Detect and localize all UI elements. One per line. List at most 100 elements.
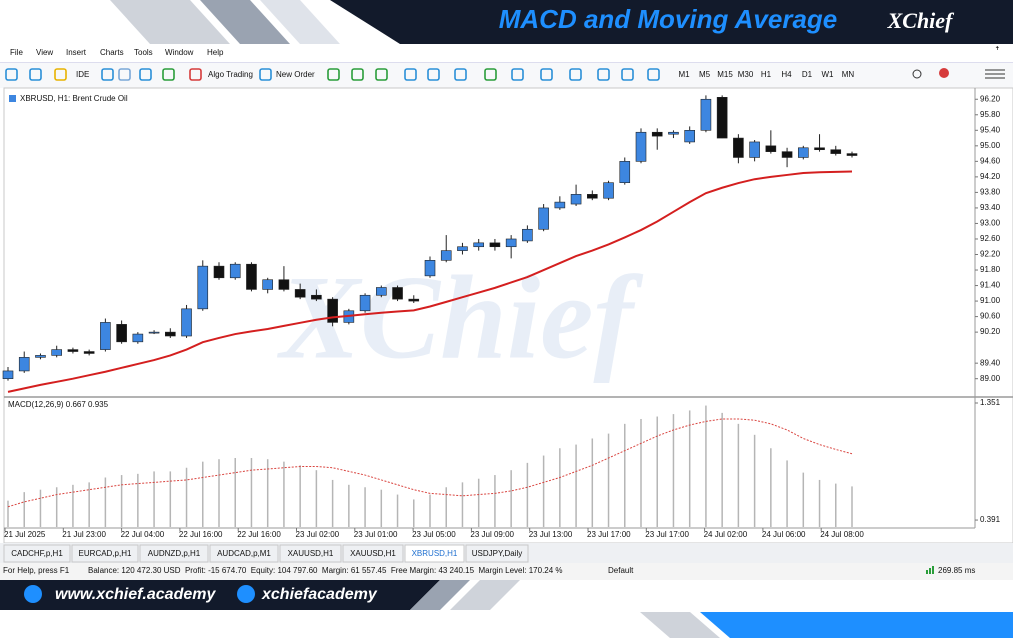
tab-label[interactable]: XAUUSD,H1 xyxy=(288,549,334,558)
menu-item[interactable]: Charts xyxy=(100,48,124,57)
candle-body xyxy=(181,308,192,337)
toolbar-icon[interactable] xyxy=(54,68,67,81)
toolbar-icon[interactable] xyxy=(375,68,388,81)
x-tick-label: 23 Jul 13:00 xyxy=(529,530,573,539)
toolbar-icon[interactable] xyxy=(404,68,417,81)
timeframe-button[interactable]: D1 xyxy=(802,70,813,79)
toolbar-icon[interactable] xyxy=(139,68,152,81)
candle-body xyxy=(35,355,46,358)
toolbar-icon[interactable] xyxy=(327,68,340,81)
timeframe-button[interactable]: M30 xyxy=(738,70,754,79)
toolbar-icon[interactable] xyxy=(101,68,114,81)
menu-item[interactable]: Help xyxy=(207,48,224,57)
candle-body xyxy=(132,333,144,343)
timeframe-button[interactable]: M15 xyxy=(717,70,733,79)
status-help: For Help, press F1 xyxy=(3,566,70,575)
macd-title: MACD(12,26,9) 0.667 0.935 xyxy=(8,400,109,409)
stripe xyxy=(200,0,290,44)
toolbar-icon[interactable] xyxy=(189,68,202,81)
tab[interactable] xyxy=(139,544,209,563)
x-tick-label: 22 Jul 04:00 xyxy=(121,530,165,539)
toolbar-icon[interactable] xyxy=(621,68,634,81)
toolbar-icon[interactable] xyxy=(427,68,440,81)
candle-body xyxy=(733,137,744,158)
toolbar-icon[interactable] xyxy=(162,68,175,81)
candle-body xyxy=(716,97,728,139)
timeframe-button[interactable]: H4 xyxy=(781,70,792,79)
toolbar-icon[interactable] xyxy=(597,68,610,81)
candle-body xyxy=(83,351,95,354)
timeframe-button[interactable]: MN xyxy=(842,70,855,79)
candle-body xyxy=(311,294,322,300)
candle-body xyxy=(392,287,403,300)
tab[interactable] xyxy=(209,544,279,563)
toolbar-icon[interactable] xyxy=(540,68,553,81)
candle-body xyxy=(830,149,842,154)
menu-item[interactable]: Tools xyxy=(134,48,153,57)
search-icon[interactable] xyxy=(912,69,922,79)
x-tick-label: 23 Jul 17:00 xyxy=(645,530,689,539)
x-tick-label: 24 Jul 02:00 xyxy=(704,530,748,539)
y-tick-label: 91.80 xyxy=(980,265,1001,274)
candle-body xyxy=(846,153,858,156)
toolbar-button[interactable]: IDE xyxy=(76,70,89,79)
footer-website[interactable]: www.xchief.academy xyxy=(55,586,216,603)
tab-label[interactable]: EURCAD,p,H1 xyxy=(79,549,132,558)
tab[interactable] xyxy=(404,544,465,563)
timeframe-button[interactable]: W1 xyxy=(822,70,835,79)
timeframe-button[interactable]: H1 xyxy=(761,70,772,79)
tab-label[interactable]: AUDNZD,p,H1 xyxy=(148,549,201,558)
tab-label[interactable]: AUDCAD,p,M1 xyxy=(217,549,271,558)
menu-item[interactable]: File xyxy=(10,48,23,57)
candle-body xyxy=(603,182,614,199)
candle-body xyxy=(246,263,257,290)
x-tick-label: 23 Jul 17:00 xyxy=(587,530,631,539)
toolbar-icon[interactable] xyxy=(454,68,467,81)
timeframe-button[interactable]: M1 xyxy=(678,70,690,79)
x-tick-label: 22 Jul 16:00 xyxy=(179,530,223,539)
candle-body xyxy=(67,349,79,352)
toolbar-icon[interactable] xyxy=(511,68,524,81)
candle-body xyxy=(765,145,777,152)
tab[interactable] xyxy=(279,544,342,563)
social-icon xyxy=(237,585,255,603)
logo: XChief xyxy=(887,8,955,33)
candle-body xyxy=(684,130,695,143)
toolbar-button[interactable]: Algo Trading xyxy=(208,70,253,79)
tab-label[interactable]: CADCHF,p,H1 xyxy=(11,549,63,558)
status-bar xyxy=(0,563,1013,580)
notify-icon[interactable] xyxy=(939,68,949,78)
tab-label[interactable]: USDJPY,Daily xyxy=(472,549,523,558)
y-tick-label: 90.20 xyxy=(980,327,1001,336)
candle-body xyxy=(587,194,598,199)
menu-item[interactable]: Window xyxy=(165,48,194,57)
toolbar-icon[interactable] xyxy=(29,68,42,81)
toolbar xyxy=(0,62,1013,88)
toolbar-icon[interactable] xyxy=(5,68,18,81)
toolbar-icon[interactable] xyxy=(351,68,364,81)
toolbar-icon[interactable] xyxy=(484,68,497,81)
x-tick-label: 23 Jul 09:00 xyxy=(470,530,514,539)
tab[interactable] xyxy=(342,544,404,563)
menu-item[interactable]: Insert xyxy=(66,48,87,57)
tab[interactable] xyxy=(71,544,139,563)
toolbar-icon[interactable] xyxy=(118,68,131,81)
toolbar-icon[interactable] xyxy=(259,68,272,81)
y-tick-label: 91.40 xyxy=(980,281,1001,290)
toolbar-icon[interactable] xyxy=(569,68,582,81)
y-tick-label: 1.351 xyxy=(980,398,1001,407)
tab-label[interactable]: XAUUSD,H1 xyxy=(350,549,396,558)
footer-social[interactable]: xchiefacademy xyxy=(261,586,378,603)
tab[interactable] xyxy=(465,544,529,563)
stripe xyxy=(260,0,340,44)
tab[interactable] xyxy=(3,544,71,563)
y-tick-label: 93.80 xyxy=(980,188,1001,197)
timeframe-button[interactable]: M5 xyxy=(699,70,711,79)
toolbar-button[interactable]: New Order xyxy=(276,70,315,79)
tab-label[interactable]: XBRUSD,H1 xyxy=(412,549,458,558)
toolbar-icon[interactable] xyxy=(647,68,660,81)
menu-item[interactable]: View xyxy=(36,48,53,57)
y-tick-label: 92.60 xyxy=(980,234,1001,243)
y-tick-label: 96.20 xyxy=(980,94,1001,103)
candle-body xyxy=(668,131,679,135)
